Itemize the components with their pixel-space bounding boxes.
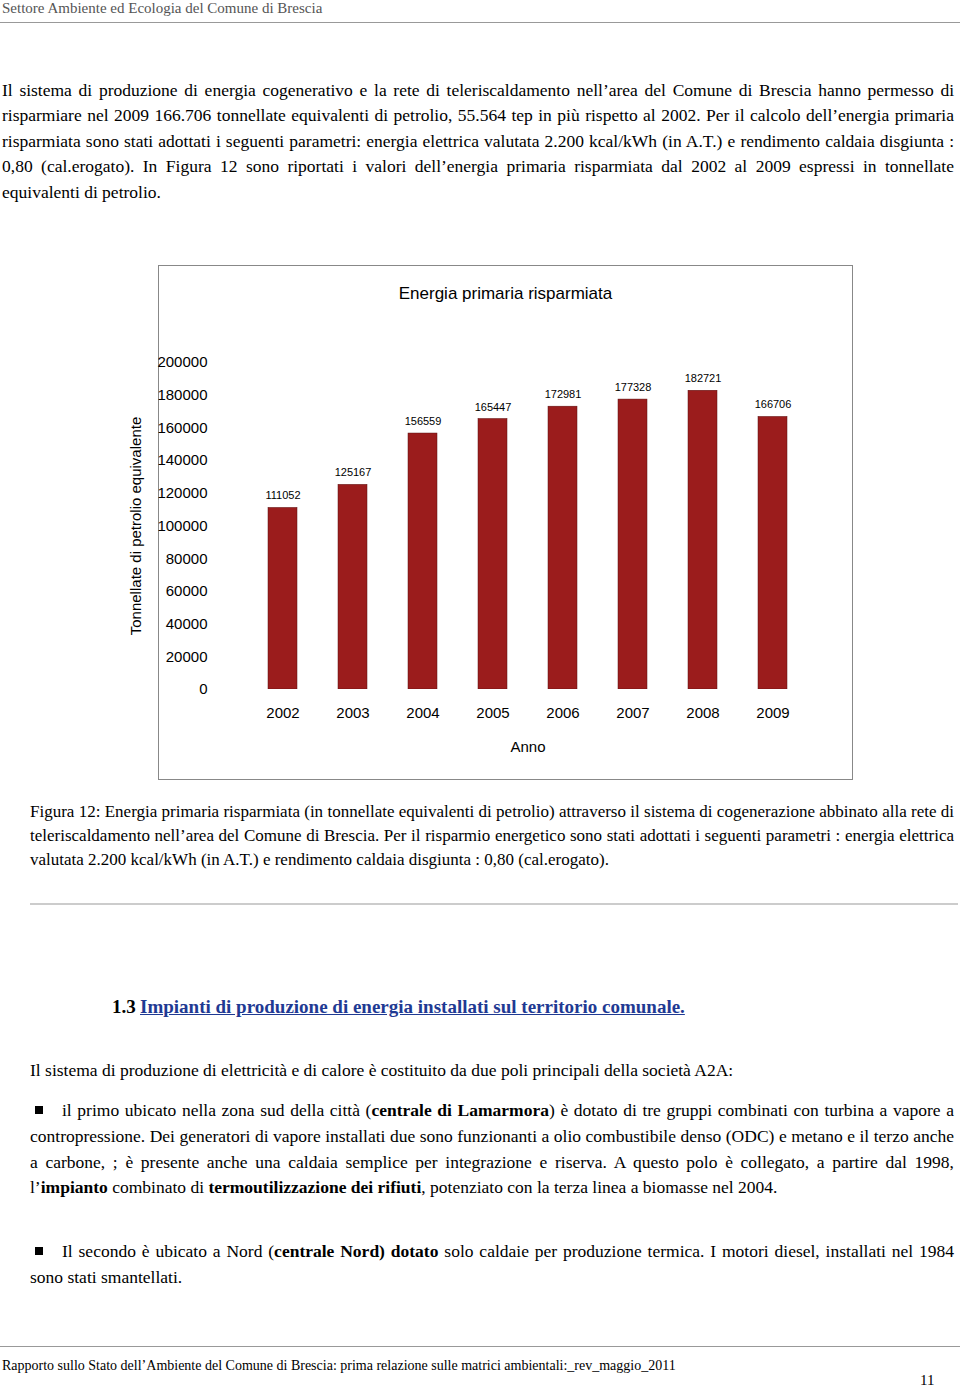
svg-text:182721: 182721 (685, 372, 722, 384)
svg-text:180000: 180000 (157, 386, 207, 403)
svg-text:125167: 125167 (335, 466, 372, 478)
svg-text:120000: 120000 (157, 484, 207, 501)
svg-text:Tonnellate di petrolio equival: Tonnellate di petrolio equivalente (127, 417, 144, 636)
svg-text:40000: 40000 (166, 615, 208, 632)
html-text:Il secondo è ubicato a Nord (c: Il secondo è ubicato a Nord (centrale No… (30, 1241, 954, 1287)
svg-text:172981: 172981 (545, 388, 582, 400)
svg-text:111052: 111052 (265, 489, 300, 501)
svg-text:20000: 20000 (166, 648, 208, 665)
svg-text:177328: 177328 (615, 381, 652, 393)
svg-text:Anno: Anno (510, 738, 545, 755)
html-text:1.3 Impianti di produzione di: 1.3 Impianti di produzione di energia in… (112, 996, 685, 1017)
svg-text:2007: 2007 (616, 704, 649, 721)
html-text:Il sistema di produzione di el: Il sistema di produzione di elettricità … (30, 1060, 734, 1080)
svg-text:2003: 2003 (336, 704, 369, 721)
html-text:Settore Ambiente ed Ecologia d: Settore Ambiente ed Ecologia del Comune … (2, 0, 323, 16)
html-text:Il sistema di produzione di en: Il sistema di produzione di energia coge… (2, 80, 954, 202)
svg-text:200000: 200000 (157, 353, 207, 370)
html-text:il primo ubicato nella zona su: il primo ubicato nella zona sud della ci… (30, 1100, 954, 1198)
svg-text:156559: 156559 (405, 415, 442, 427)
svg-text:2009: 2009 (756, 704, 789, 721)
svg-text:140000: 140000 (157, 451, 207, 468)
svg-text:0: 0 (199, 680, 207, 697)
svg-text:60000: 60000 (166, 582, 208, 599)
html-text:11: 11 (920, 1372, 935, 1388)
svg-text:100000: 100000 (157, 517, 207, 534)
svg-text:80000: 80000 (166, 550, 208, 567)
svg-text:2006: 2006 (546, 704, 579, 721)
svg-text:160000: 160000 (157, 419, 207, 436)
html-text:Figura 12: Energia primaria ri: Figura 12: Energia primaria risparmiata … (30, 802, 954, 869)
svg-text:2008: 2008 (686, 704, 719, 721)
html-text:Rapporto sullo Stato dell’Ambi: Rapporto sullo Stato dell’Ambiente del C… (2, 1358, 676, 1373)
html-text:Energia primaria risparmiata: Energia primaria risparmiata (398, 284, 613, 303)
svg-text:165447: 165447 (475, 401, 512, 413)
svg-text:2004: 2004 (406, 704, 439, 721)
svg-text:2002: 2002 (266, 704, 299, 721)
svg-text:166706: 166706 (755, 398, 792, 410)
svg-text:2005: 2005 (476, 704, 509, 721)
